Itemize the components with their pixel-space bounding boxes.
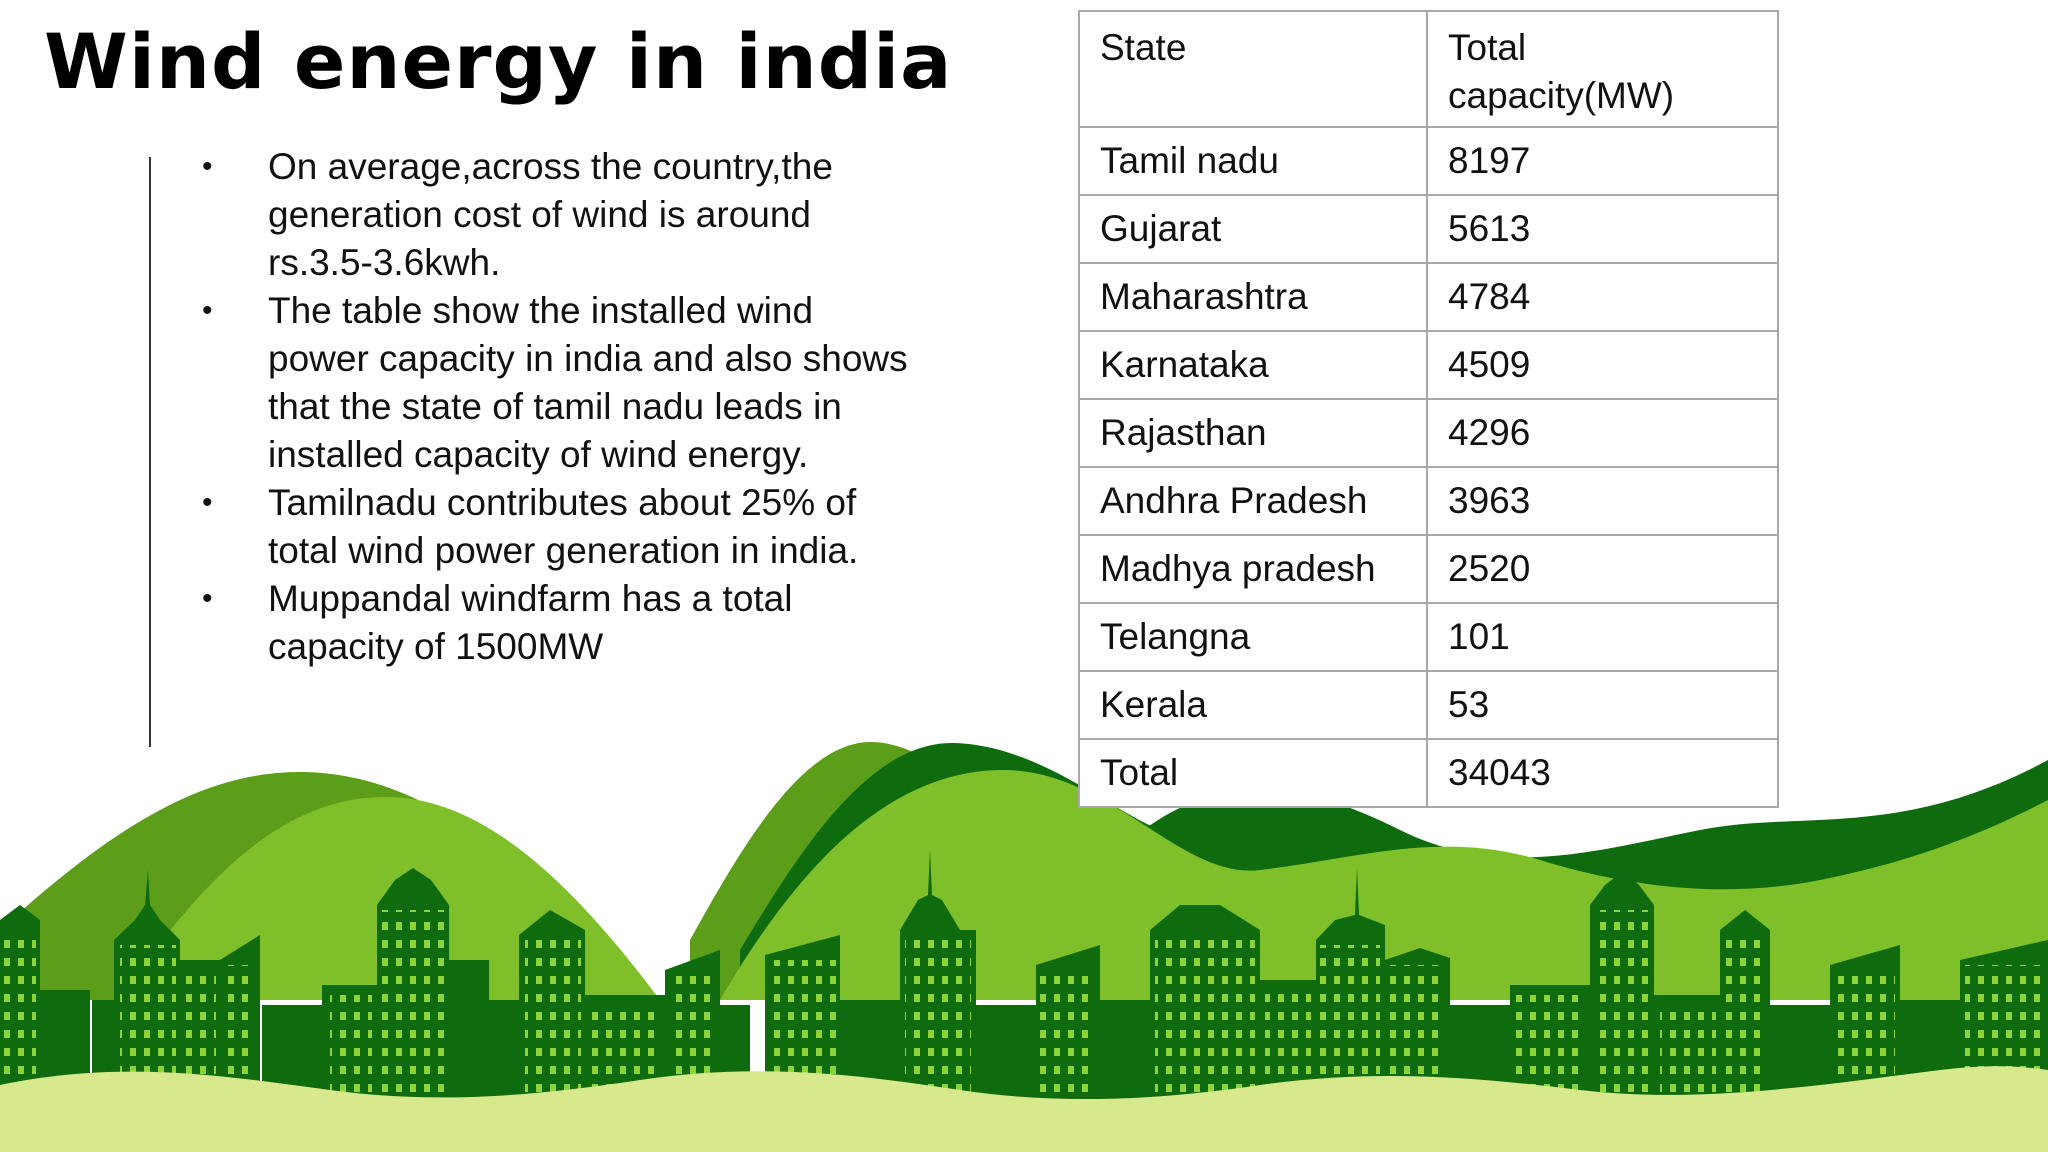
state-cell: Telangna xyxy=(1078,602,1428,672)
vertical-divider xyxy=(149,157,151,747)
foreground-ground xyxy=(0,1066,2048,1152)
bullet-item: Muppandal windfarm has a total capacity … xyxy=(192,575,912,671)
state-cell: Andhra Pradesh xyxy=(1078,466,1428,536)
total-value-cell: 34043 xyxy=(1426,738,1779,808)
state-cell: Gujarat xyxy=(1078,194,1428,264)
wind-capacity-table: State Total capacity(MW) Tamil nadu 8197… xyxy=(1078,10,1779,808)
capacity-cell: 8197 xyxy=(1426,126,1779,196)
capacity-cell: 4509 xyxy=(1426,330,1779,400)
bullet-item: Tamilnadu contributes about 25% of total… xyxy=(192,479,912,575)
capacity-cell: 2520 xyxy=(1426,534,1779,604)
capacity-cell: 53 xyxy=(1426,670,1779,740)
state-cell: Kerala xyxy=(1078,670,1428,740)
table-row: Rajasthan 4296 xyxy=(1078,398,1779,468)
table-row: Tamil nadu 8197 xyxy=(1078,126,1779,196)
table-row: Telangna 101 xyxy=(1078,602,1779,672)
state-cell: Karnataka xyxy=(1078,330,1428,400)
capacity-cell: 101 xyxy=(1426,602,1779,672)
table-row: Kerala 53 xyxy=(1078,670,1779,740)
slide-title: Wind energy in india xyxy=(44,17,953,106)
table-row: Madhya pradesh 2520 xyxy=(1078,534,1779,604)
capacity-cell: 4784 xyxy=(1426,262,1779,332)
table-header-row: State Total capacity(MW) xyxy=(1078,10,1779,128)
bullet-list: On average,across the country,the genera… xyxy=(192,143,912,671)
header-state: State xyxy=(1078,10,1428,128)
state-cell: Maharashtra xyxy=(1078,262,1428,332)
header-capacity: Total capacity(MW) xyxy=(1426,10,1779,128)
bullet-item: The table show the installed wind power … xyxy=(192,287,912,479)
state-cell: Tamil nadu xyxy=(1078,126,1428,196)
table-total-row: Total 34043 xyxy=(1078,738,1779,808)
table-row: Gujarat 5613 xyxy=(1078,194,1779,264)
table-row: Karnataka 4509 xyxy=(1078,330,1779,400)
front-hill-middle xyxy=(720,769,2048,1000)
bullet-item: On average,across the country,the genera… xyxy=(192,143,912,287)
total-label-cell: Total xyxy=(1078,738,1428,808)
table-row: Maharashtra 4784 xyxy=(1078,262,1779,332)
capacity-cell: 3963 xyxy=(1426,466,1779,536)
capacity-cell: 4296 xyxy=(1426,398,1779,468)
state-cell: Madhya pradesh xyxy=(1078,534,1428,604)
building-windows xyxy=(4,910,2045,1095)
capacity-cell: 5613 xyxy=(1426,194,1779,264)
state-cell: Rajasthan xyxy=(1078,398,1428,468)
table-row: Andhra Pradesh 3963 xyxy=(1078,466,1779,536)
